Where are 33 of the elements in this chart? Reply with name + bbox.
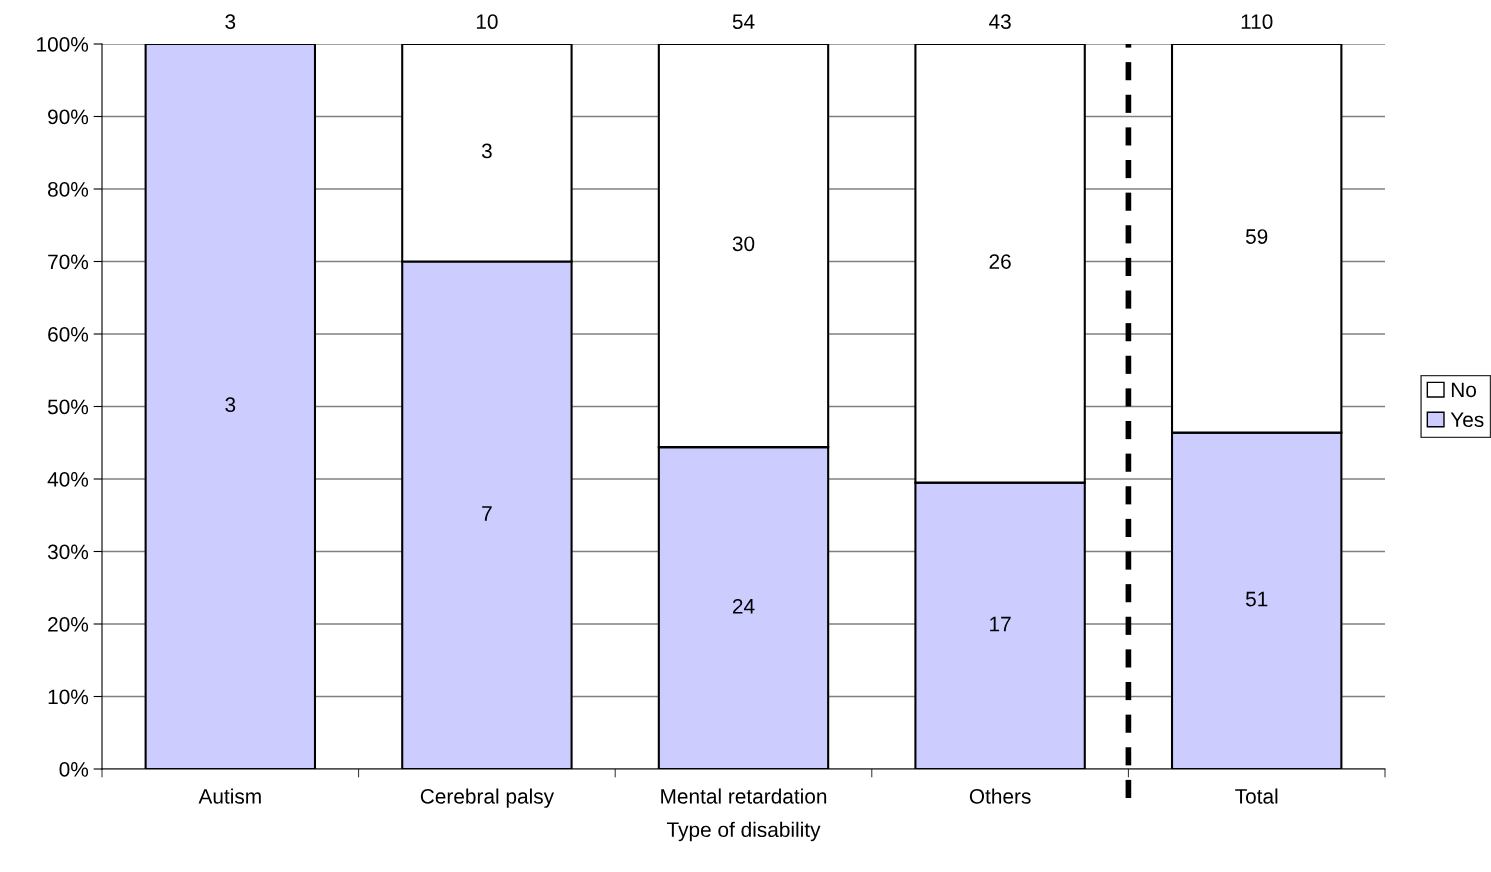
legend-label: No	[1451, 382, 1476, 398]
annotation: 7	[482, 506, 492, 521]
y-tick-label: 40%	[47, 472, 89, 487]
annotation: 110	[1241, 14, 1273, 30]
y-tick-label: 90%	[48, 109, 89, 125]
annotation: 3	[481, 143, 492, 159]
annotation: 30	[732, 236, 755, 252]
x-tick-label: Total	[1235, 788, 1278, 804]
y-tick-label: 30%	[47, 544, 89, 560]
annotation: 3	[225, 14, 236, 30]
y-tick-label: 10%	[48, 689, 89, 705]
y-tick-label: 60%	[48, 327, 89, 342]
x-tick-label: Mental retardation	[661, 788, 827, 804]
annotation: 54	[732, 14, 755, 30]
annotation: 24	[732, 598, 755, 614]
y-tick-label: 50%	[47, 399, 89, 415]
annotation: 17	[990, 616, 1011, 632]
x-axis-title: Type of disability	[666, 821, 821, 842]
annotation: 51	[1245, 591, 1268, 607]
annotation: 43	[988, 14, 1011, 30]
annotation: 59	[1245, 229, 1268, 244]
x-tick-label: Autism	[198, 788, 261, 804]
y-tick-label: 80%	[48, 182, 89, 197]
legend-label: Yes	[1450, 412, 1484, 428]
y-tick-label: 70%	[48, 254, 89, 270]
x-tick-label: Others	[969, 788, 1031, 804]
annotation: 10	[476, 14, 498, 30]
y-tick-label: 0%	[59, 762, 89, 777]
x-tick-label: Cerebral palsy	[420, 788, 555, 808]
annotation: 26	[989, 254, 1011, 269]
y-tick-label: 100%	[37, 37, 89, 52]
y-tick-label: 20%	[48, 617, 89, 632]
annotation: 3	[225, 397, 236, 413]
